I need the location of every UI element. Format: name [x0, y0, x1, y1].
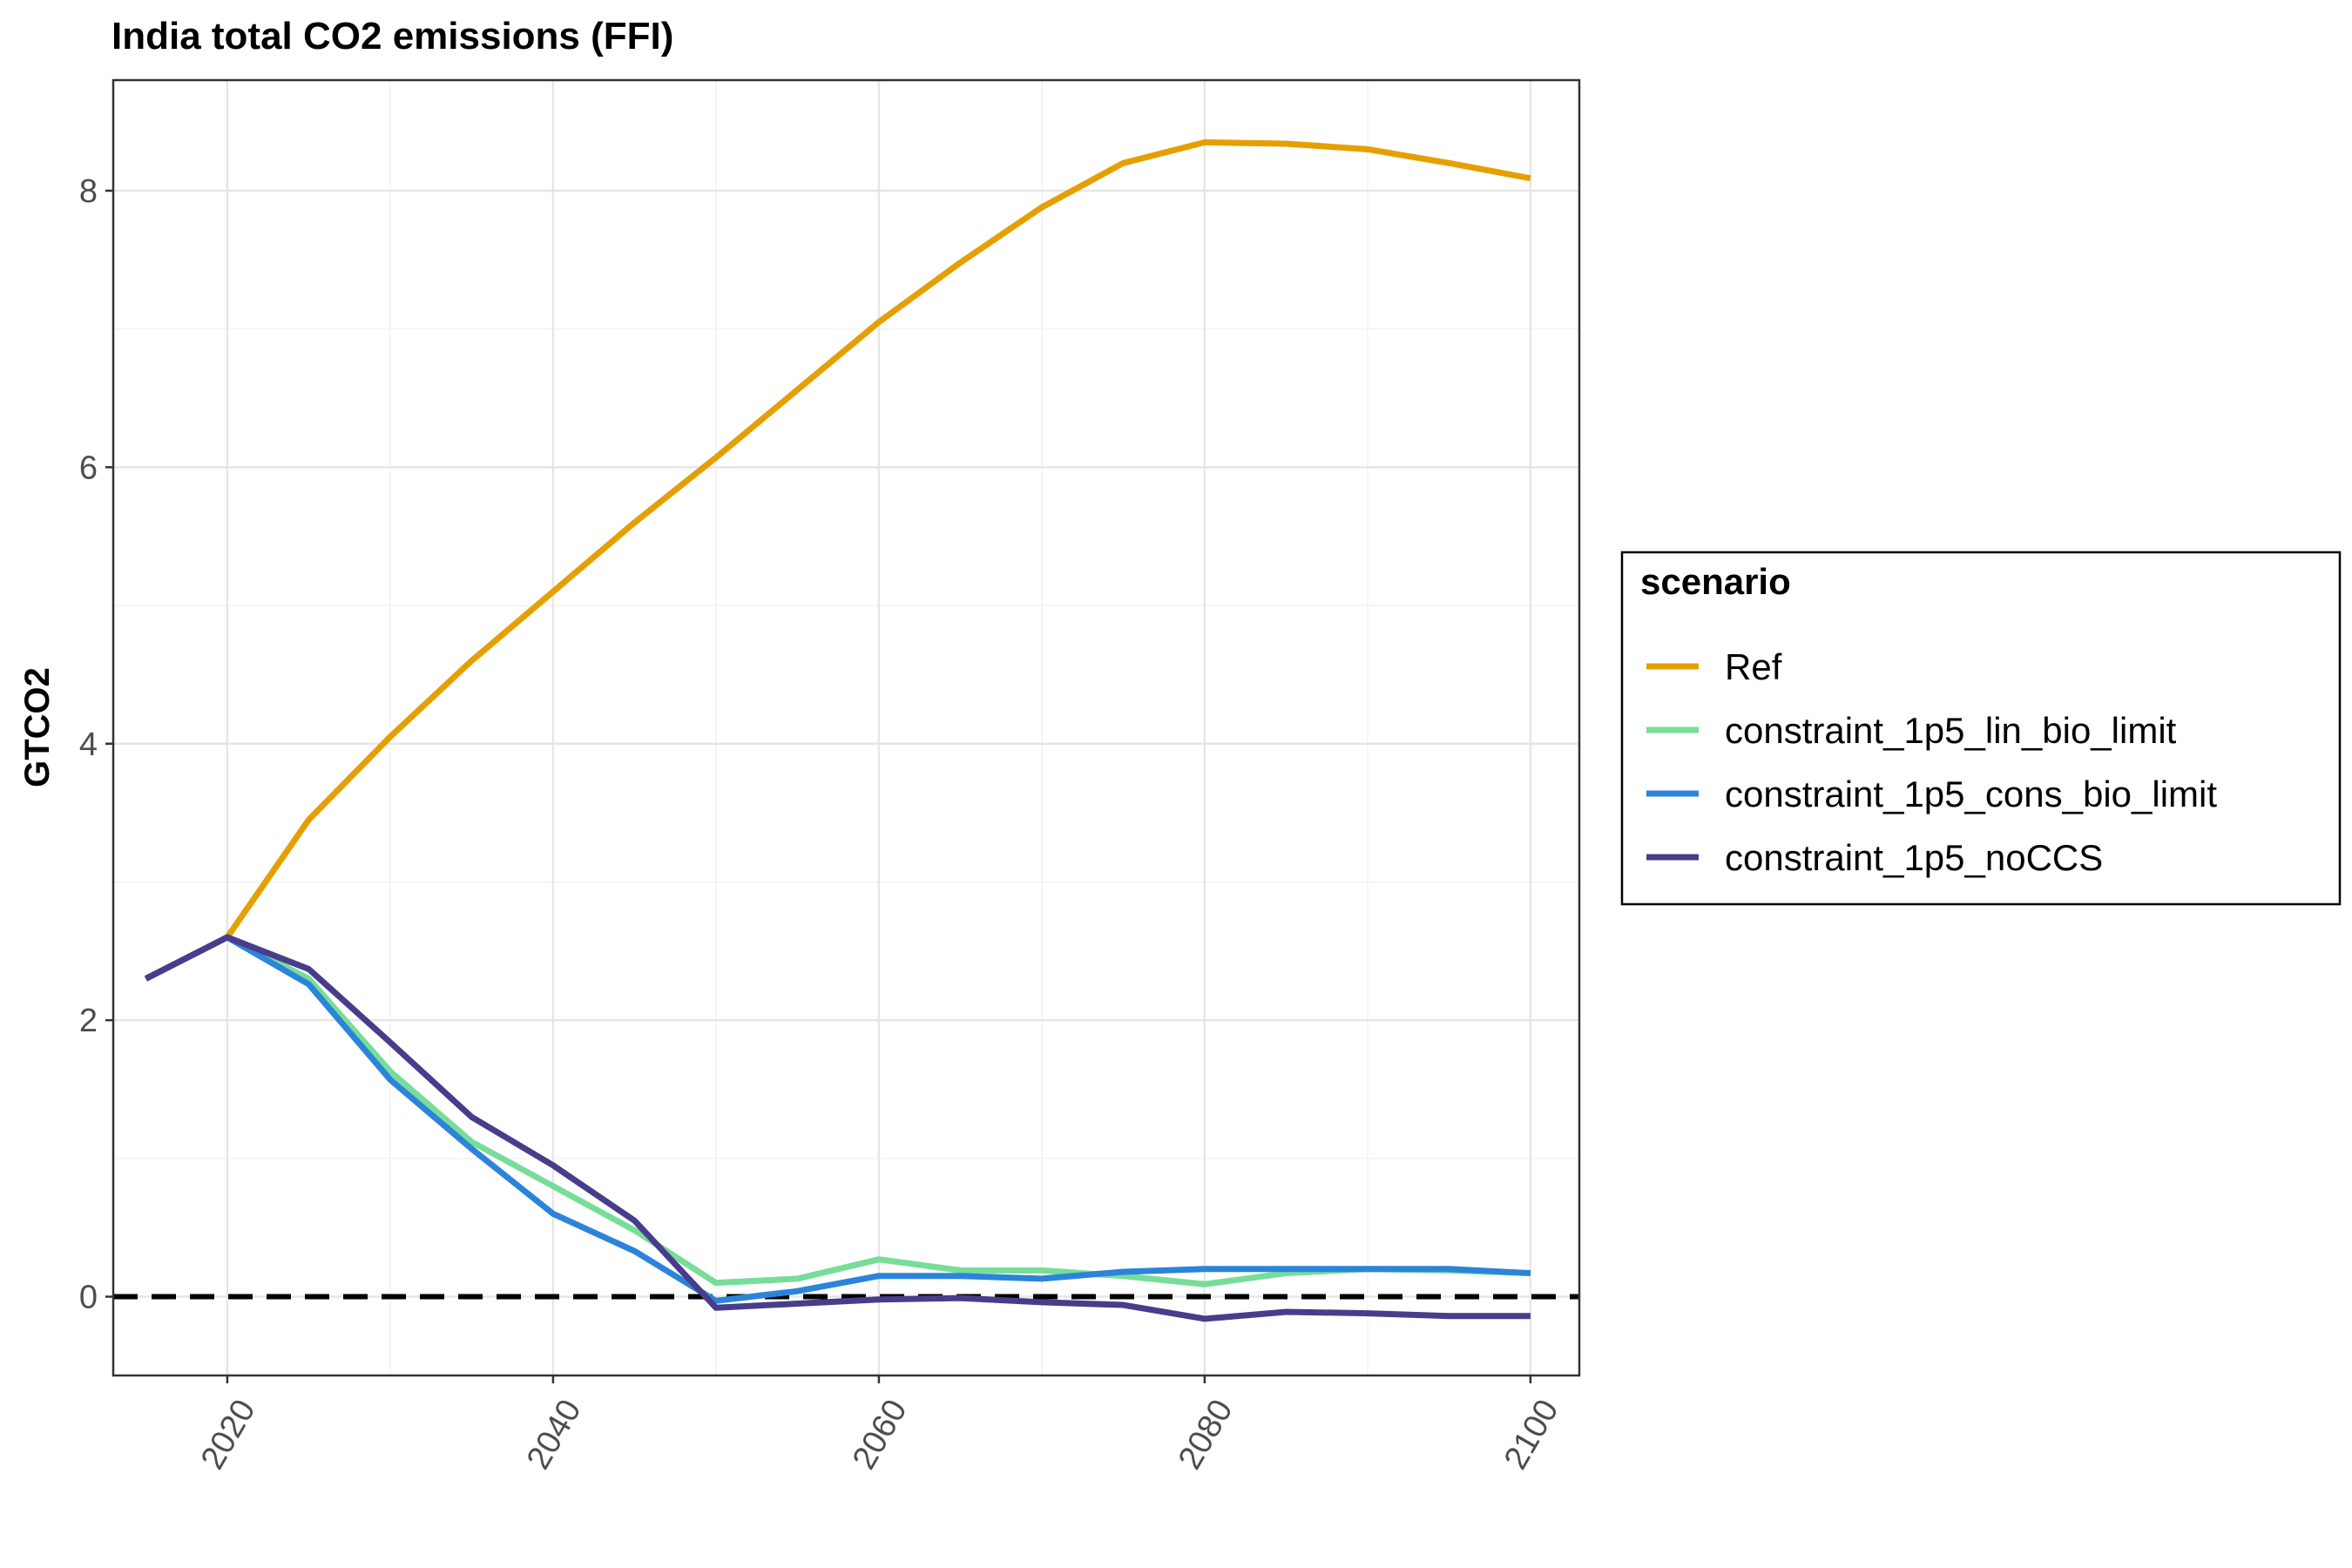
y-tick-label: 4 — [79, 727, 98, 763]
legend-label-constraint_1p5_cons_bio_limit: constraint_1p5_cons_bio_limit — [1725, 774, 2217, 814]
y-tick-label: 0 — [79, 1280, 98, 1316]
legend-label-constraint_1p5_lin_bio_limit: constraint_1p5_lin_bio_limit — [1725, 710, 2177, 751]
chart-title: India total CO2 emissions (FFI) — [112, 15, 673, 57]
legend-items: Ref constraint_1p5_lin_bio_limit constrain… — [1646, 646, 2217, 878]
grid-layer — [113, 80, 1579, 1375]
x-tick-label: 2020 — [194, 1394, 263, 1476]
plot-border — [112, 78, 1581, 1377]
y-tick-label: 8 — [79, 173, 98, 210]
legend-box — [1620, 551, 2342, 906]
legend-label-constraint_1p5_noCCS: constraint_1p5_noCCS — [1725, 837, 2103, 878]
series-line-Ref — [144, 139, 1531, 982]
series-line-constraint_1p5_cons_bio_limit — [144, 934, 1531, 1304]
x-tick-label: 2100 — [1497, 1394, 1566, 1476]
x-tick-label: 2060 — [846, 1394, 915, 1476]
y-tick-label: 2 — [79, 1003, 98, 1039]
y-axis-label: GTCO2 — [18, 667, 57, 787]
y-tick-label: 6 — [79, 449, 98, 486]
x-tick-label: 2080 — [1172, 1394, 1240, 1476]
legend-title: scenario — [1640, 561, 1791, 602]
series-line-constraint_1p5_noCCS — [144, 934, 1531, 1322]
x-tick-label: 2040 — [520, 1394, 589, 1476]
legend-label-Ref: Ref — [1725, 646, 1782, 687]
legend: scenario Ref constraint_1p5_lin_bio_limit… — [1620, 551, 2342, 906]
series-line-constraint_1p5_lin_bio_limit — [144, 934, 1531, 1288]
series-layer — [144, 139, 1531, 1322]
